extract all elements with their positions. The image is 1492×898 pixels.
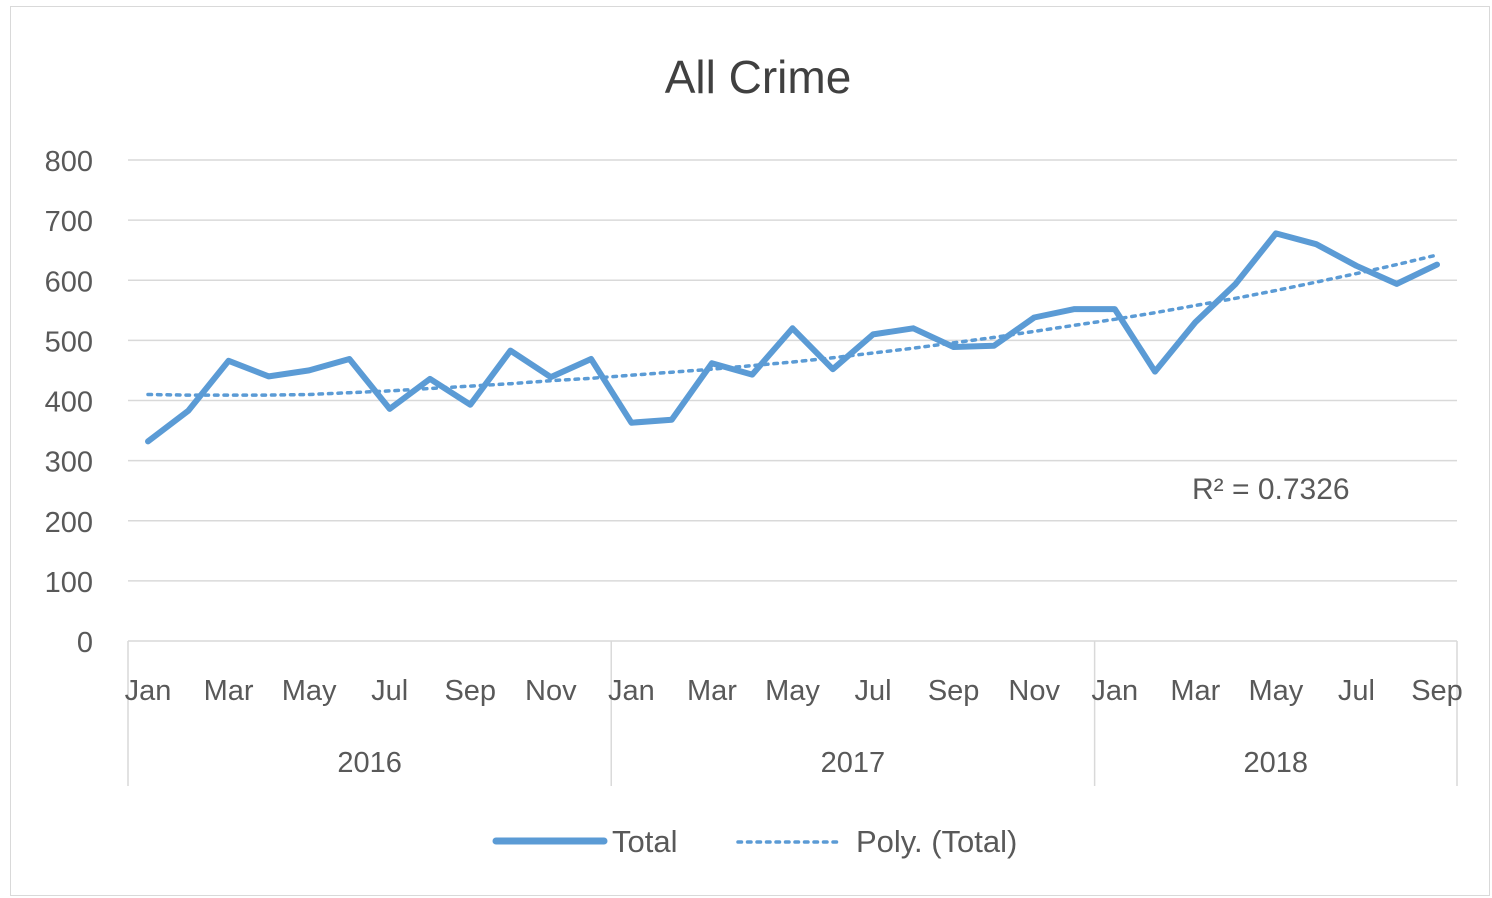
y-tick-label: 200 — [45, 507, 93, 539]
y-tick-label: 700 — [45, 206, 93, 238]
y-tick-label: 300 — [45, 447, 93, 479]
year-label: 2017 — [821, 747, 886, 779]
y-axis-ticks: 0 100 200 300 400 500 600 700 800 — [45, 146, 93, 659]
x-axis: Jan Mar May Jul Sep Nov Jan Mar May Jul Sep Nov Jan M… — [125, 640, 1463, 786]
series-line-poly-trend — [146, 253, 1439, 397]
x-tick-label: Jan — [125, 675, 172, 707]
y-tick-label: 400 — [45, 387, 93, 419]
chart-title: All Crime — [665, 51, 852, 103]
x-tick-label: Sep — [1411, 675, 1463, 707]
series-group — [145, 230, 1440, 445]
legend-label-total: Total — [612, 824, 677, 859]
x-tick-label: Mar — [687, 675, 737, 707]
x-tick-label: Jan — [608, 675, 655, 707]
x-tick-label: Nov — [525, 675, 577, 707]
y-tick-label: 600 — [45, 266, 93, 298]
chart-frame — [10, 6, 1490, 896]
legend-label-poly: Poly. (Total) — [856, 824, 1017, 859]
x-tick-label: Mar — [1170, 675, 1220, 707]
x-tick-label: Jul — [371, 675, 408, 707]
series-line-total — [145, 230, 1440, 445]
year-label: 2016 — [337, 747, 402, 779]
x-tick-label: Jul — [855, 675, 892, 707]
y-tick-label: 100 — [45, 567, 93, 599]
x-tick-label: May — [765, 675, 820, 707]
x-tick-label: Jan — [1091, 675, 1138, 707]
legend: Total Poly. (Total) — [492, 824, 1017, 859]
y-tick-label: 0 — [77, 627, 93, 659]
gridlines — [128, 159, 1457, 582]
x-tick-label: May — [282, 675, 337, 707]
year-label: 2018 — [1244, 747, 1309, 779]
x-tick-label: Mar — [204, 675, 254, 707]
x-tick-label: Sep — [444, 675, 496, 707]
x-tick-label: Sep — [928, 675, 980, 707]
r-squared-label: R² = 0.7326 — [1192, 473, 1350, 506]
x-tick-label: May — [1248, 675, 1303, 707]
y-tick-label: 500 — [45, 326, 93, 358]
x-tick-label: Jul — [1338, 675, 1375, 707]
x-tick-label: Nov — [1008, 675, 1060, 707]
y-tick-label: 800 — [45, 146, 93, 178]
